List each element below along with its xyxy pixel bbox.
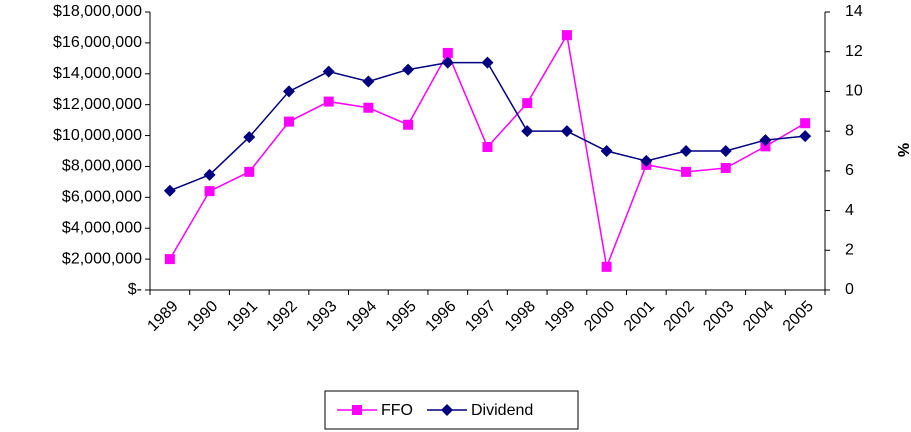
y2-tick-label: 12 xyxy=(845,43,863,60)
data-point xyxy=(164,254,175,265)
x-tick-label: 2002 xyxy=(661,298,698,335)
data-point xyxy=(403,119,414,130)
data-point xyxy=(363,102,374,113)
y-tick-label: $2,000,000 xyxy=(62,250,142,267)
data-point xyxy=(759,134,772,147)
data-point xyxy=(323,96,334,107)
x-tick-label: 2005 xyxy=(780,298,817,335)
legend-label: FFO xyxy=(381,402,413,419)
y2-tick-label: 2 xyxy=(845,242,854,259)
x-tick-label: 2000 xyxy=(581,298,618,335)
series-line xyxy=(169,61,806,192)
legend-label: Dividend xyxy=(471,402,533,419)
x-tick-label: 1990 xyxy=(184,298,221,335)
x-tick-label: 1999 xyxy=(542,298,579,335)
x-tick-label: 1991 xyxy=(224,298,261,335)
y2-tick-label: 8 xyxy=(845,122,854,139)
y-tick-label: $16,000,000 xyxy=(53,34,142,51)
x-tick-label: 1989 xyxy=(144,298,181,335)
data-point xyxy=(799,130,812,143)
data-point xyxy=(282,85,295,98)
x-tick-label: 1994 xyxy=(343,298,380,335)
x-tick-label: 1995 xyxy=(383,298,420,335)
y-tick-label: $10,000,000 xyxy=(53,127,142,144)
x-tick-label: 1992 xyxy=(264,298,301,335)
data-point xyxy=(481,56,494,69)
data-point xyxy=(680,145,693,157)
legend-marker xyxy=(352,405,362,415)
x-tick-label: 1996 xyxy=(422,298,459,335)
data-point xyxy=(600,145,613,157)
data-point xyxy=(243,131,256,144)
y2-tick-label: 4 xyxy=(845,202,854,219)
data-point xyxy=(322,65,335,78)
x-tick-label: 2003 xyxy=(700,298,737,335)
y2-tick-label: 0 xyxy=(845,281,854,298)
data-point xyxy=(362,75,375,88)
data-point xyxy=(244,166,255,177)
x-tick-label: 1998 xyxy=(502,298,539,335)
y2-axis-label: % xyxy=(894,143,911,157)
y2-tick-label: 14 xyxy=(845,3,863,20)
x-tick-label: 1997 xyxy=(462,298,499,335)
y2-tick-label: 10 xyxy=(845,83,863,100)
y-tick-label: $8,000,000 xyxy=(62,158,142,175)
data-point xyxy=(203,168,216,181)
y2-tick-label: 6 xyxy=(845,162,854,179)
x-tick-label: 2004 xyxy=(740,298,777,335)
data-point xyxy=(720,162,731,173)
data-point xyxy=(601,261,612,272)
y-tick-label: $18,000,000 xyxy=(53,3,142,20)
y-tick-label: $- xyxy=(128,281,142,298)
data-point xyxy=(521,125,534,138)
data-point xyxy=(163,184,176,197)
y-tick-label: $12,000,000 xyxy=(53,96,142,113)
data-point xyxy=(442,47,453,58)
y-tick-label: $6,000,000 xyxy=(62,189,142,206)
data-point xyxy=(800,118,811,129)
x-tick-label: 1993 xyxy=(303,298,340,335)
data-point xyxy=(283,116,294,127)
data-point xyxy=(441,56,454,69)
data-point xyxy=(522,98,533,109)
data-point xyxy=(561,30,572,41)
data-point xyxy=(719,145,732,157)
data-point xyxy=(760,141,771,152)
data-point xyxy=(402,63,415,76)
data-point xyxy=(560,125,573,138)
data-point xyxy=(204,186,215,197)
y-tick-label: $14,000,000 xyxy=(53,65,142,82)
data-point xyxy=(640,154,653,167)
x-tick-label: 2001 xyxy=(621,298,658,335)
y-tick-label: $4,000,000 xyxy=(62,219,142,236)
data-point xyxy=(482,141,493,152)
legend-marker xyxy=(441,404,453,416)
data-point xyxy=(681,166,692,177)
